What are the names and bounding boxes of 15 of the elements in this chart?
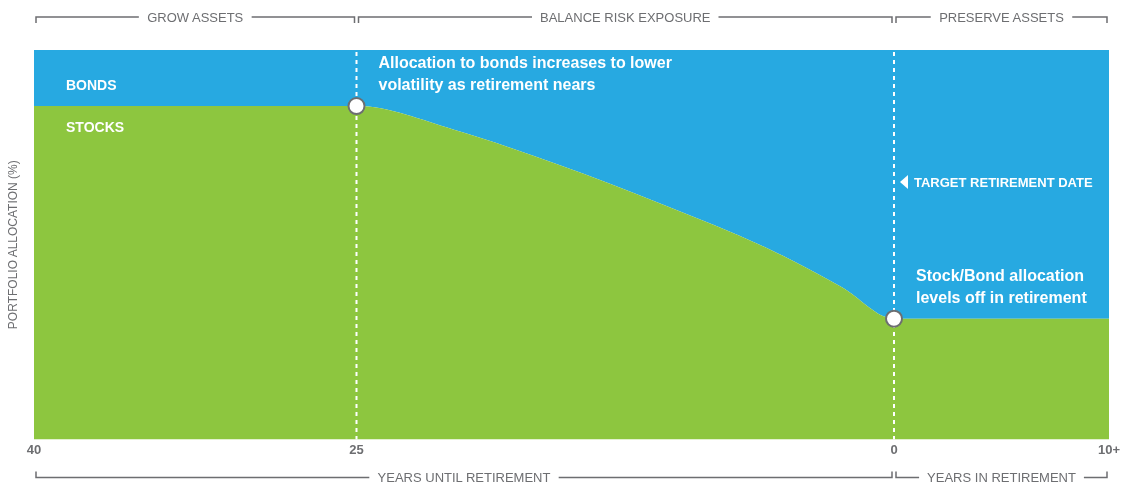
- annotation: Stock/Bond allocation levels off in retirement: [916, 267, 1088, 307]
- text: PRESERVE ASSETS: [939, 9, 1065, 25]
- text: YEARS IN RETIREMENT: [927, 469, 1076, 485]
- series-label: STOCKS: [66, 118, 125, 135]
- x-axis-title: YEARS UNTIL RETIREMENT: [377, 469, 551, 485]
- annotation: Allocation to bonds increases to lower volatility as retirement nears: [378, 54, 672, 94]
- text: BALANCE RISK EXPOSURE: [540, 9, 711, 25]
- x-tick-label: 25: [349, 441, 364, 457]
- x-tick-label: 0: [890, 441, 898, 457]
- x-tick-label: 40: [26, 441, 42, 457]
- series-label: BONDS: [66, 76, 117, 93]
- ref-line-label: TARGET RETIREMENT DATE: [914, 174, 1093, 190]
- x-tick-label: 10+: [1097, 441, 1121, 457]
- y-axis-title: PORTFOLIO ALLOCATION (%): [6, 160, 21, 330]
- text: GROW ASSETS: [147, 9, 244, 25]
